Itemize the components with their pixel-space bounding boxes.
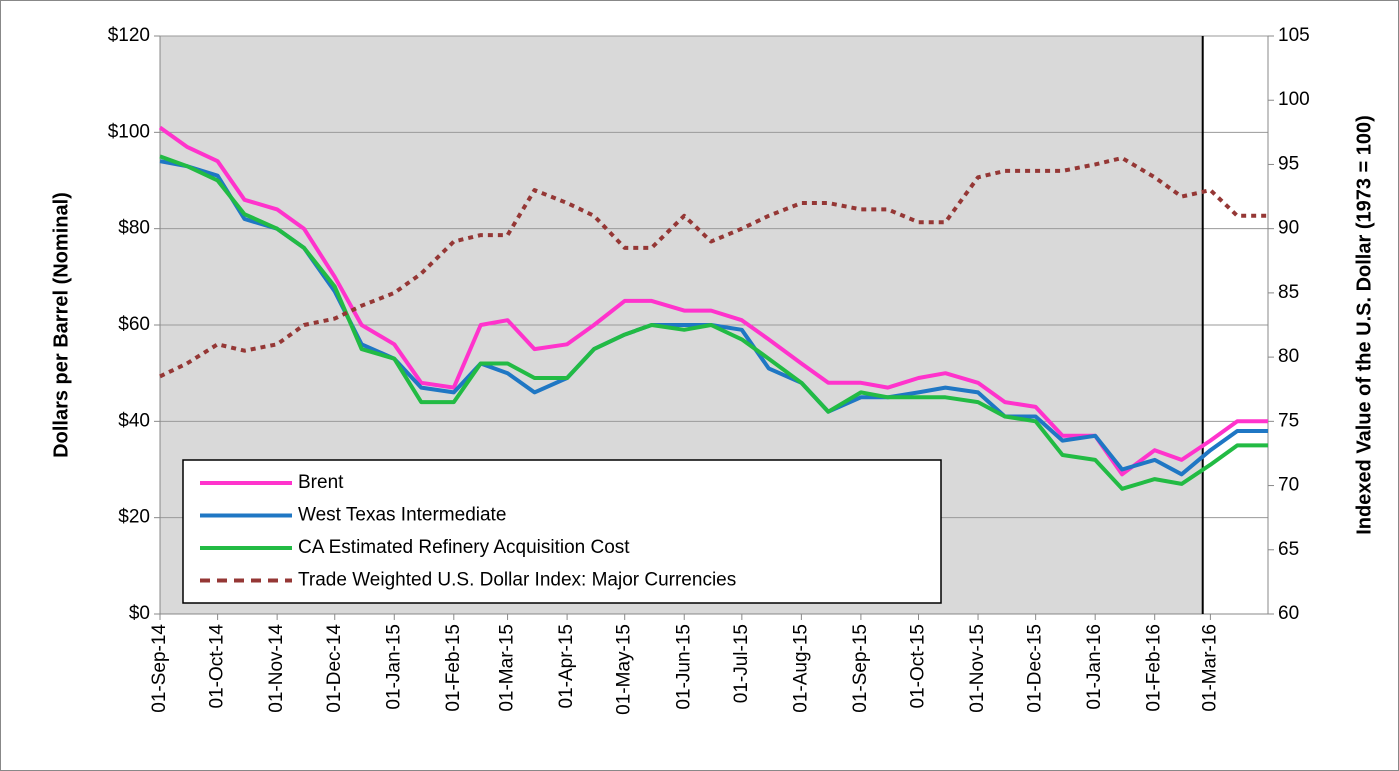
y2-tick-label: 75 — [1278, 410, 1299, 431]
x-tick-label: 01-Feb-15 — [443, 624, 464, 712]
x-tick-label: 01-Mar-15 — [497, 624, 518, 712]
legend-label: Trade Weighted U.S. Dollar Index: Major … — [298, 570, 736, 591]
y2-tick-label: 90 — [1278, 218, 1299, 239]
x-tick-label: 01-Feb-16 — [1144, 624, 1165, 712]
y2-tick-label: 65 — [1278, 539, 1299, 560]
y-tick-label: $20 — [118, 507, 150, 528]
x-tick-label: 01-Jan-15 — [383, 624, 404, 710]
x-tick-label: 01-Dec-14 — [324, 624, 345, 713]
legend-label: West Texas Intermediate — [298, 505, 506, 526]
x-tick-label: 01-Nov-15 — [967, 624, 988, 713]
y2-axis-title: Indexed Value of the U.S. Dollar (1973 =… — [1353, 115, 1375, 535]
legend-label: CA Estimated Refinery Acquisition Cost — [298, 537, 630, 558]
x-tick-label: 01-Aug-15 — [790, 624, 811, 713]
legend: Brent West Texas Intermediate CA Estimated… — [182, 459, 942, 604]
x-tick-label: 01-Sep-15 — [850, 624, 871, 713]
y2-tick-label: 80 — [1278, 346, 1299, 367]
x-tick-label: 01-Dec-15 — [1025, 624, 1046, 713]
legend-box — [182, 459, 942, 604]
x-tick-label: 01-Jul-15 — [731, 624, 752, 703]
series-line — [159, 156, 1268, 379]
legend-label: Brent — [298, 472, 344, 493]
y-tick-label: $120 — [108, 25, 150, 46]
y-tick-label: $0 — [129, 603, 150, 624]
x-tick-label: 01-Sep-14 — [149, 624, 170, 713]
y2-tick-label: 70 — [1278, 475, 1299, 496]
x-tick-label: 01-May-15 — [614, 624, 635, 715]
x-tick-label: 01-Apr-15 — [556, 624, 577, 709]
y2-tick-label: 100 — [1278, 89, 1310, 110]
x-tick-label: 01-Nov-14 — [266, 624, 287, 713]
x-tick-label: 01-Oct-15 — [908, 624, 929, 708]
y2-tick-label: 105 — [1278, 25, 1310, 46]
y-tick-label: $40 — [118, 410, 150, 431]
y-tick-label: $80 — [118, 218, 150, 239]
series-line — [159, 154, 1268, 491]
y-axis-title: Dollars per Barrel (Nominal) — [50, 192, 72, 458]
y2-tick-label: 60 — [1278, 603, 1299, 624]
x-tick-label: 01-Jun-15 — [673, 624, 694, 710]
x-tick-label: 01-Oct-14 — [207, 624, 228, 709]
x-tick-label: 01-Jan-16 — [1084, 624, 1105, 710]
x-tick-label: 01-Mar-16 — [1199, 624, 1220, 712]
y2-tick-label: 85 — [1278, 282, 1299, 303]
y-tick-label: $100 — [108, 121, 150, 142]
y2-tick-label: 95 — [1278, 153, 1299, 174]
y-tick-label: $60 — [118, 314, 150, 335]
